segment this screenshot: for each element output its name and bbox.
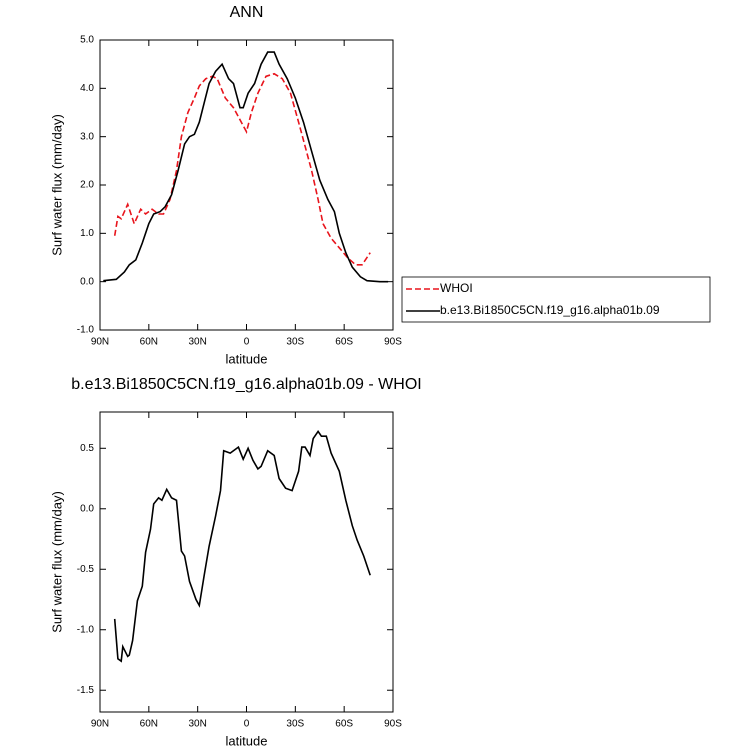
y-tick-label: -1.0 [77, 624, 95, 635]
x-tick-label: 60S [335, 719, 353, 730]
y-axis-title: Surf water flux (mm/day) [49, 491, 64, 633]
x-tick-label: 30N [188, 719, 206, 730]
x-axis-title: latitude [226, 351, 268, 366]
x-tick-label: 90S [384, 337, 402, 348]
y-tick-label: 2.0 [80, 180, 94, 191]
legend-label: WHOI [440, 281, 473, 295]
x-tick-label: 90N [91, 337, 109, 348]
x-tick-label: 90S [384, 719, 402, 730]
chart-title: b.e13.Bi1850C5CN.f19_g16.alpha01b.09 - W… [71, 376, 421, 393]
x-tick-label: 0 [244, 337, 250, 348]
data-line [103, 51, 389, 283]
legend-box [401, 276, 711, 323]
x-tick-label: 30S [286, 337, 304, 348]
x-tick-label: 30S [286, 719, 304, 730]
plot-frame [99, 39, 394, 331]
x-tick-label: 30N [188, 337, 206, 348]
legend-label: b.e13.Bi1850C5CN.f19_g16.alpha01b.09 [440, 303, 660, 317]
y-tick-label: 0.0 [80, 276, 94, 287]
y-tick-label: -0.5 [77, 564, 95, 575]
y-tick-label: 0.0 [80, 503, 94, 514]
y-axis-title: Surf water flux (mm/day) [49, 114, 64, 256]
y-tick-label: 4.0 [80, 83, 94, 94]
x-tick-label: 60N [140, 719, 158, 730]
x-tick-label: 90N [91, 719, 109, 730]
x-tick-label: 60S [335, 337, 353, 348]
y-tick-label: 3.0 [80, 131, 94, 142]
chart-title: ANN [230, 4, 264, 21]
x-tick-label: 0 [244, 719, 250, 730]
x-tick-label: 60N [140, 337, 158, 348]
y-tick-label: 0.5 [80, 443, 94, 454]
x-axis-title: latitude [226, 733, 268, 748]
y-tick-label: -1.0 [77, 325, 95, 336]
data-line [113, 429, 371, 663]
plot-frame [99, 411, 394, 713]
y-tick-label: 1.0 [80, 228, 94, 239]
y-tick-label: 5.0 [80, 35, 94, 46]
y-tick-label: -1.5 [77, 685, 95, 696]
data-line [113, 72, 371, 266]
